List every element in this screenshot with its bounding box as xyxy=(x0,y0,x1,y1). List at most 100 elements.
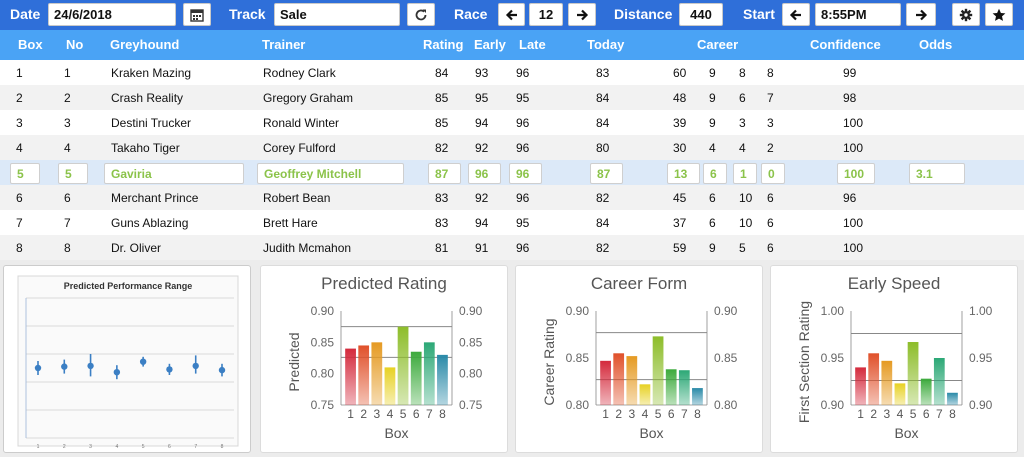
y-tick-label: 1.00 xyxy=(821,304,845,318)
bar xyxy=(868,353,880,405)
y-tick-label-right: 0.85 xyxy=(459,335,483,349)
table-row[interactable]: 2 2 Crash Reality Gregory Graham 85 95 95 84 48 9… xyxy=(0,85,1024,110)
table-row[interactable]: 5 5 Gaviria Geoffrey Mitchell 87 96 96 87 13 6 1 0 1… xyxy=(0,160,1024,185)
cell-career-starts: 39 xyxy=(673,116,687,130)
col-late[interactable]: Late xyxy=(519,37,546,52)
y-axis-label: First Section Rating xyxy=(796,301,812,423)
bar xyxy=(384,367,396,405)
cell-confidence[interactable]: 100 xyxy=(837,163,875,184)
cell-box: 7 xyxy=(16,216,23,230)
table-row[interactable]: 1 1 Kraken Mazing Rodney Clark 84 93 96 83 60 9 8 8… xyxy=(0,60,1024,85)
cell-career-seconds: 10 xyxy=(739,191,753,205)
col-greyhound[interactable]: Greyhound xyxy=(110,37,180,52)
cell-no: 4 xyxy=(64,141,71,155)
cell-career-starts: 45 xyxy=(673,191,687,205)
distance-input[interactable]: 440 xyxy=(679,3,723,26)
cell-rating: 84 xyxy=(435,66,449,80)
race-prev-button[interactable] xyxy=(498,3,525,26)
calendar-button[interactable] xyxy=(183,3,211,26)
cell-greyhound[interactable]: Gaviria xyxy=(104,163,244,184)
col-no[interactable]: No xyxy=(66,37,84,52)
table-row[interactable]: 3 3 Destini Trucker Ronald Winter 85 94 96 84 39… xyxy=(0,110,1024,135)
predicted-rating-chart: 0.75 0.75 0.80 0.80 0.85 0.85 0.90 0.90 1 2 3 4 5 6 7 8… xyxy=(286,304,483,441)
bar xyxy=(345,348,356,405)
refresh-button[interactable] xyxy=(407,3,435,26)
data-point xyxy=(139,358,147,365)
cell-greyhound: Takaho Tiger xyxy=(111,141,180,155)
table-row[interactable]: 4 4 Takaho Tiger Corey Fulford 82 92 96 80 30 4 4 2… xyxy=(0,135,1024,160)
y-axis-label: Predicted xyxy=(286,332,302,391)
x-tick-label: 6 xyxy=(168,444,171,450)
cell-trainer[interactable]: Geoffrey Mitchell xyxy=(257,163,404,184)
date-input[interactable]: 24/6/2018 xyxy=(48,3,176,26)
table-row[interactable]: 6 6 Merchant Prince Robert Bean 83 92 96 82 45 6 1… xyxy=(0,185,1024,210)
col-today[interactable]: Today xyxy=(587,37,625,52)
race-next-button[interactable] xyxy=(568,3,596,26)
bar xyxy=(410,351,422,405)
y-tick-label: 0.90 xyxy=(821,398,845,412)
start-next-button[interactable] xyxy=(906,3,936,26)
favorite-button[interactable] xyxy=(985,3,1013,26)
cell-career-starts: 30 xyxy=(673,141,687,155)
cell-no: 6 xyxy=(64,191,71,205)
x-tick-label: 7 xyxy=(681,407,688,421)
settings-button[interactable] xyxy=(952,3,980,26)
cell-today: 82 xyxy=(596,191,610,205)
cell-odds[interactable]: 3.1 xyxy=(909,163,965,184)
cell-box: 3 xyxy=(16,116,23,130)
career-form-chart: 0.80 0.80 0.85 0.85 0.90 0.90 1 2 3 4 5 6 7 8 Box Caree… xyxy=(541,304,738,441)
cell-box[interactable]: 5 xyxy=(10,163,40,184)
cell-career-wins: 4 xyxy=(709,141,716,155)
track-input[interactable]: Sale xyxy=(274,3,400,26)
y-tick-label: 0.90 xyxy=(311,304,335,318)
cell-today: 84 xyxy=(596,116,610,130)
data-point xyxy=(61,363,68,370)
date-label: Date xyxy=(10,6,41,22)
col-odds[interactable]: Odds xyxy=(919,37,953,52)
start-prev-button[interactable] xyxy=(782,3,810,26)
table-row[interactable]: 8 8 Dr. Oliver Judith Mcmahon 81 91 96 82 59 9 5 6 1… xyxy=(0,235,1024,260)
cell-career-wins: 9 xyxy=(709,241,716,255)
cell-today: 84 xyxy=(596,91,610,105)
cell-trainer: Corey Fulford xyxy=(263,141,336,155)
cell-trainer: Rodney Clark xyxy=(263,66,336,80)
cell-career-seconds: 3 xyxy=(739,116,746,130)
start-time-input[interactable]: 8:55PM xyxy=(815,3,901,26)
cell-career-seconds[interactable]: 1 xyxy=(733,163,757,184)
x-tick-label: 3 xyxy=(883,407,890,421)
col-confidence[interactable]: Confidence xyxy=(810,37,881,52)
cell-confidence: 96 xyxy=(843,191,857,205)
bar xyxy=(626,356,638,405)
y-tick-label-right: 0.90 xyxy=(969,398,993,412)
cell-today[interactable]: 87 xyxy=(590,163,623,184)
table-row[interactable]: 7 7 Guns Ablazing Brett Hare 83 94 95 84 37 6 10 6 1… xyxy=(0,210,1024,235)
cell-career-thirds[interactable]: 0 xyxy=(761,163,785,184)
cell-late: 96 xyxy=(516,116,530,130)
early-speed-title: Early Speed xyxy=(847,274,941,293)
race-input[interactable]: 12 xyxy=(529,3,563,26)
cell-career-starts[interactable]: 13 xyxy=(667,163,700,184)
cell-box: 8 xyxy=(16,241,23,255)
col-trainer[interactable]: Trainer xyxy=(262,37,306,52)
cell-rating[interactable]: 87 xyxy=(428,163,461,184)
cell-career-thirds: 7 xyxy=(767,91,774,105)
cell-late[interactable]: 96 xyxy=(509,163,542,184)
cell-career-wins[interactable]: 6 xyxy=(703,163,727,184)
cell-career-wins: 6 xyxy=(709,191,716,205)
x-tick-label: 1 xyxy=(37,444,40,450)
x-tick-label: 5 xyxy=(655,407,662,421)
cell-career-seconds: 4 xyxy=(739,141,746,155)
col-rating[interactable]: Rating xyxy=(423,37,464,52)
y-tick-label: 0.80 xyxy=(566,398,590,412)
cell-rating: 81 xyxy=(435,241,449,255)
cell-early: 93 xyxy=(475,66,489,80)
bar xyxy=(437,354,448,405)
cell-no[interactable]: 5 xyxy=(58,163,88,184)
cell-early[interactable]: 96 xyxy=(468,163,501,184)
col-career[interactable]: Career xyxy=(697,37,739,52)
col-box[interactable]: Box xyxy=(18,37,43,52)
runner-table: 1 1 Kraken Mazing Rodney Clark 84 93 96 83 60 9 8 8… xyxy=(0,60,1024,260)
x-tick-label: 3 xyxy=(89,444,92,450)
col-early[interactable]: Early xyxy=(474,37,506,52)
career-form-panel: Career Form 0.80 0.80 0.85 0.85 0.90 0.90 1 2 3 4… xyxy=(515,265,763,453)
